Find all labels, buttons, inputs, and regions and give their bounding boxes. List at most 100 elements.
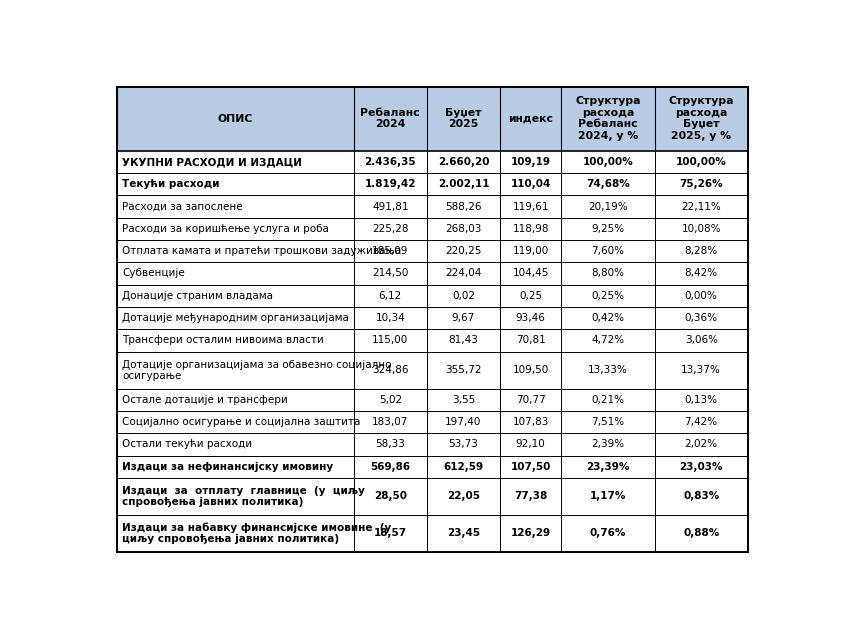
Text: Социјално осигурање и социјална заштита: Социјално осигурање и социјална заштита (122, 417, 360, 427)
Text: ОПИС: ОПИС (218, 114, 253, 124)
Text: Издаци за набавку финансијске имовине  (у: Издаци за набавку финансијске имовине (у (122, 523, 392, 533)
Text: 355,72: 355,72 (445, 365, 482, 375)
Text: 104,45: 104,45 (512, 269, 549, 279)
Bar (117, 240, 748, 262)
Bar (117, 456, 748, 478)
Bar (117, 307, 748, 329)
Text: 0,42%: 0,42% (592, 313, 625, 323)
Bar (117, 217, 748, 240)
Text: 491,81: 491,81 (372, 202, 408, 212)
Text: Буџет
2025: Буџет 2025 (445, 108, 482, 130)
Text: 92,10: 92,10 (516, 439, 545, 449)
Text: Остали текући расходи: Остали текући расходи (122, 439, 252, 449)
Text: осигурање: осигурање (122, 370, 181, 380)
Text: циљу спровођења јавних политика): циљу спровођења јавних политика) (122, 533, 339, 544)
Text: Расходи за запослене: Расходи за запослене (122, 202, 243, 212)
Text: 13,37%: 13,37% (681, 365, 721, 375)
Text: 0,13%: 0,13% (684, 395, 717, 404)
Text: спровођења јавних политика): спровођења јавних политика) (122, 497, 304, 507)
Text: 7,42%: 7,42% (684, 417, 717, 427)
Text: Донације страним владама: Донације страним владама (122, 291, 273, 301)
Bar (117, 262, 748, 284)
Text: 3,55: 3,55 (452, 395, 475, 404)
Bar (117, 329, 748, 351)
Text: 23,03%: 23,03% (679, 462, 723, 471)
Text: 107,83: 107,83 (512, 417, 549, 427)
Text: 75,26%: 75,26% (679, 179, 723, 189)
Bar (117, 411, 748, 433)
Bar (117, 173, 748, 195)
Bar (117, 351, 748, 389)
Bar (117, 478, 748, 515)
Bar (117, 515, 748, 552)
Text: 197,40: 197,40 (446, 417, 482, 427)
Text: 1,17%: 1,17% (590, 491, 626, 501)
Text: Расходи за коришћење услуга и роба: Расходи за коришћење услуга и роба (122, 224, 329, 234)
Text: 612,59: 612,59 (443, 462, 484, 471)
Text: Ребаланс
2024: Ребаланс 2024 (360, 108, 420, 130)
Text: 109,50: 109,50 (512, 365, 549, 375)
Text: Издаци  за  отплату  главнице  (у  циљу: Издаци за отплату главнице (у циљу (122, 486, 365, 496)
Text: Дотације међународним организацијама: Дотације међународним организацијама (122, 313, 349, 323)
Text: 2.436,35: 2.436,35 (365, 157, 416, 167)
Text: 115,00: 115,00 (372, 336, 408, 346)
Text: 7,51%: 7,51% (592, 417, 625, 427)
Text: 2.002,11: 2.002,11 (438, 179, 490, 189)
Text: 8,28%: 8,28% (684, 246, 717, 256)
Text: 13,33%: 13,33% (588, 365, 628, 375)
Text: 100,00%: 100,00% (582, 157, 633, 167)
Text: 3,06%: 3,06% (684, 336, 717, 346)
Text: 183,07: 183,07 (372, 417, 408, 427)
Text: 185,09: 185,09 (372, 246, 408, 256)
Text: 0,76%: 0,76% (590, 528, 626, 538)
Text: 0,83%: 0,83% (683, 491, 719, 501)
Text: 588,26: 588,26 (445, 202, 482, 212)
Text: 10,08%: 10,08% (681, 224, 721, 234)
Text: 109,19: 109,19 (511, 157, 550, 167)
Text: 4,72%: 4,72% (592, 336, 625, 346)
Text: Структура
расхода
Буџет
2025, у %: Структура расхода Буџет 2025, у % (668, 96, 734, 141)
Text: 118,98: 118,98 (512, 224, 549, 234)
Text: 0,00%: 0,00% (684, 291, 717, 301)
Text: 569,86: 569,86 (371, 462, 410, 471)
Text: 119,61: 119,61 (512, 202, 549, 212)
Text: 8,42%: 8,42% (684, 269, 717, 279)
Text: 22,05: 22,05 (447, 491, 480, 501)
Bar (117, 389, 748, 411)
Bar (117, 433, 748, 456)
Text: 268,03: 268,03 (446, 224, 482, 234)
Text: 0,36%: 0,36% (684, 313, 717, 323)
Text: 74,68%: 74,68% (586, 179, 630, 189)
Text: 9,25%: 9,25% (592, 224, 625, 234)
Text: 93,46: 93,46 (516, 313, 545, 323)
Text: 0,02: 0,02 (452, 291, 475, 301)
Text: 324,86: 324,86 (372, 365, 408, 375)
Bar (117, 150, 748, 173)
Text: УКУПНИ РАСХОДИ И ИЗДАЦИ: УКУПНИ РАСХОДИ И ИЗДАЦИ (122, 157, 302, 167)
Text: 0,88%: 0,88% (683, 528, 719, 538)
Text: 7,60%: 7,60% (592, 246, 625, 256)
Text: 2,39%: 2,39% (592, 439, 625, 449)
Text: 23,39%: 23,39% (586, 462, 630, 471)
Text: 225,28: 225,28 (372, 224, 408, 234)
Text: Отплата камата и пратећи трошкови задуживања: Отплата камата и пратећи трошкови задужи… (122, 246, 402, 256)
Text: 22,11%: 22,11% (681, 202, 721, 212)
Text: Дотације организацијама за обавезно социјално: Дотације организацијама за обавезно соци… (122, 360, 392, 370)
Text: 10,34: 10,34 (376, 313, 405, 323)
Text: Трансфери осталим нивоима власти: Трансфери осталим нивоима власти (122, 336, 324, 346)
Bar (117, 195, 748, 217)
Bar (117, 87, 748, 150)
Text: 100,00%: 100,00% (676, 157, 727, 167)
Text: 9,67: 9,67 (452, 313, 475, 323)
Text: 2,02%: 2,02% (684, 439, 717, 449)
Text: Текући расходи: Текући расходи (122, 179, 219, 189)
Text: 58,33: 58,33 (376, 439, 405, 449)
Text: 224,04: 224,04 (446, 269, 482, 279)
Text: 0,25: 0,25 (519, 291, 542, 301)
Text: 20,19%: 20,19% (588, 202, 628, 212)
Text: 18,57: 18,57 (374, 528, 407, 538)
Text: 214,50: 214,50 (372, 269, 408, 279)
Text: 70,77: 70,77 (516, 395, 545, 404)
Text: 1.819,42: 1.819,42 (365, 179, 416, 189)
Text: 70,81: 70,81 (516, 336, 545, 346)
